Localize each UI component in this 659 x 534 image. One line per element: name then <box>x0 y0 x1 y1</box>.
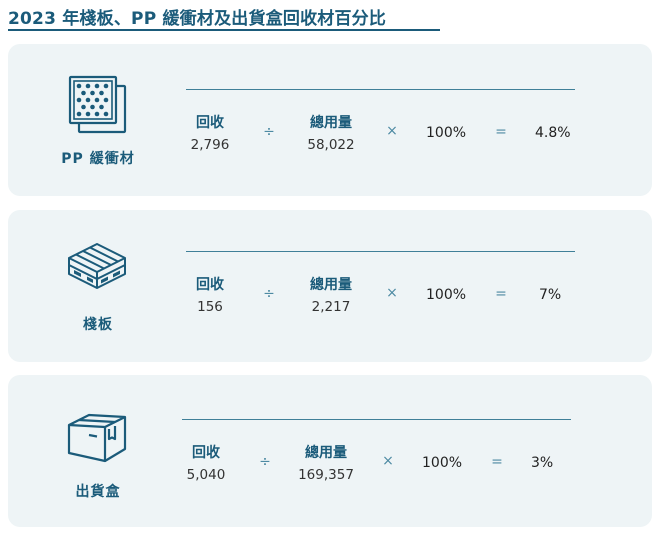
recycled-amount: 回收 5,040 <box>178 442 234 483</box>
pp-cushion-icon <box>65 72 129 136</box>
percent-factor: 100% <box>426 287 467 303</box>
card-shipping-box: 出貨盒 回收 5,040 ÷ 總用量 169,357 × 100% = 3% <box>8 375 652 527</box>
recycled-label: 回收 <box>196 115 224 131</box>
total-value: 58,022 <box>307 137 355 153</box>
total-label: 總用量 <box>310 115 352 131</box>
times-symbol: × <box>386 285 398 301</box>
card-pallet: 棧板 回收 156 ÷ 總用量 2,217 × 100% = 7% <box>8 210 652 362</box>
page-title: 2023 年棧板、PP 緩衝材及出貨盒回收材百分比 <box>8 9 387 29</box>
total-usage: 總用量 169,357 <box>289 442 363 483</box>
card-label: PP 緩衝材 <box>61 151 135 167</box>
divide-symbol: ÷ <box>259 454 271 470</box>
total-value: 169,357 <box>298 467 354 483</box>
fraction-line <box>186 251 575 252</box>
recycled-amount: 回收 2,796 <box>182 112 238 153</box>
recycled-value: 5,040 <box>186 467 226 483</box>
total-label: 總用量 <box>310 277 352 293</box>
total-label: 總用量 <box>305 445 347 461</box>
equals-symbol: = <box>495 124 507 140</box>
pallet-icon <box>65 236 129 300</box>
divide-symbol: ÷ <box>263 286 275 302</box>
result-percentage: 3% <box>531 455 554 471</box>
fraction-line <box>186 89 575 90</box>
divide-symbol: ÷ <box>263 124 275 140</box>
percent-factor: 100% <box>426 125 467 141</box>
result-percentage: 4.8% <box>535 125 571 141</box>
card-pp-cushion: PP 緩衝材 回收 2,796 ÷ 總用量 58,022 × 100% = 4.… <box>8 44 652 196</box>
recycled-value: 2,796 <box>190 137 230 153</box>
total-value: 2,217 <box>311 299 351 315</box>
recycled-label: 回收 <box>192 445 220 461</box>
recycled-amount: 回收 156 <box>182 274 238 315</box>
card-label: 棧板 <box>83 317 113 333</box>
shipping-box-icon <box>65 405 129 469</box>
result-percentage: 7% <box>539 287 562 303</box>
times-symbol: × <box>382 453 394 469</box>
times-symbol: × <box>386 123 398 139</box>
recycled-value: 156 <box>197 299 223 315</box>
percent-factor: 100% <box>422 455 463 471</box>
equals-symbol: = <box>491 454 503 470</box>
title-underline <box>8 29 440 31</box>
card-label: 出貨盒 <box>75 484 121 500</box>
total-usage: 總用量 58,022 <box>296 112 366 153</box>
recycled-label: 回收 <box>196 277 224 293</box>
equals-symbol: = <box>495 286 507 302</box>
fraction-line <box>182 419 571 420</box>
total-usage: 總用量 2,217 <box>296 274 366 315</box>
